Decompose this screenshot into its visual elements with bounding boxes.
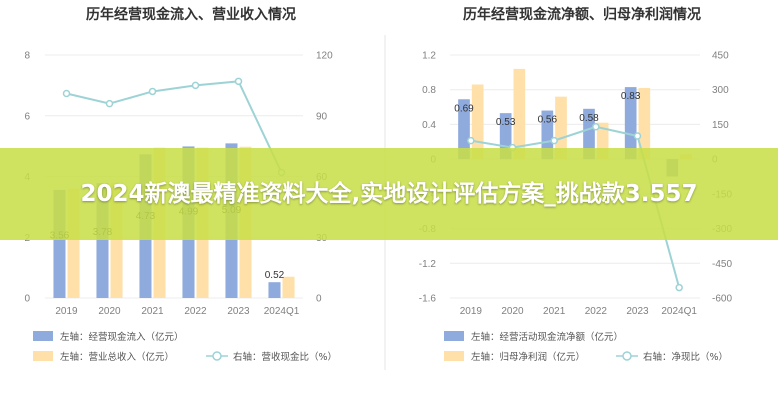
bar-data-label: 0.58 [579,113,599,124]
legend-swatch [33,331,53,341]
x-axis-tick-label: 2022 [585,306,608,317]
right-axis-tick-label: 300 [712,85,729,96]
legend-swatch-marker [622,351,632,361]
line-point [234,77,243,86]
bar [596,122,609,160]
chart-title-right: 历年经营现金流净额、归母净利润情况 [463,6,701,23]
right-axis-tick-label: 0 [316,294,322,305]
bar-data-label: 0.83 [621,91,641,102]
banner-text: 2024新澳最精准资料大全,实地设计评估方案_挑战款3.557 [80,181,698,207]
left-axis-tick-label: -1.2 [419,259,437,270]
line-point [550,136,558,145]
legend-swatch-marker [212,351,222,361]
line-point [62,89,71,98]
x-axis-tick-label: 2019 [55,306,78,317]
legend-label: 左轴：归母净利润（亿元） [471,351,585,363]
right-axis-tick-label: 120 [316,51,333,62]
chart-title-left: 历年经营现金流入、营业收入情况 [86,6,296,23]
right-axis-tick-label: 90 [316,111,328,122]
line-point [191,81,200,90]
left-axis-tick-label: 0 [24,294,30,305]
line-point [675,283,683,292]
bar [555,96,567,160]
line-point [105,99,114,108]
bar-data-label: 0.52 [265,270,285,281]
left-axis-tick-label: 0.4 [422,120,436,131]
x-axis-tick-label: 2020 [98,306,121,317]
left-axis-tick-label: 6 [24,111,30,122]
x-axis-tick-label: 2023 [626,306,649,317]
line-point [148,87,157,96]
legend-label: 左轴：经营活动现金流净额（亿元） [471,331,623,343]
right-axis-tick-label: 150 [712,120,729,131]
line-point [633,132,642,140]
left-axis-tick-label: 1.2 [422,51,436,62]
bar-data-label: 0.56 [538,115,558,126]
legend-swatch [33,351,53,361]
x-axis-tick-label: 2024Q1 [661,306,697,317]
bar [499,113,512,160]
right-axis-tick-label: -450 [712,259,732,270]
series-line [66,80,283,173]
x-axis-tick-label: 2019 [460,306,483,317]
bar [583,108,595,160]
bar [638,87,651,160]
bar [458,99,470,160]
overlay-banner: 2024新澳最精准资料大全,实地设计评估方案_挑战款3.557 [0,148,778,240]
x-axis-tick-label: 2021 [543,306,566,317]
x-axis-tick-label: 2023 [227,306,250,317]
legend-label: 右轴：净现比（%） [643,351,728,363]
bar-data-label: 0.69 [454,103,474,114]
bar [541,110,554,160]
line-point [592,122,600,131]
bar [471,84,484,160]
right-axis-tick-label: -600 [712,294,732,305]
bar [624,87,637,160]
left-axis-tick-label: -1.6 [419,294,437,305]
legend-swatch [444,331,464,341]
bar [513,68,526,160]
legend-label: 左轴：营业总收入（亿元） [60,351,174,363]
bar [282,276,295,298]
x-axis-tick-label: 2020 [501,306,524,317]
x-axis-tick-label: 2024Q1 [264,306,300,317]
left-axis-tick-label: 8 [24,51,30,62]
bar-data-label: 0.53 [496,117,516,128]
legend-label: 右轴：营收现金比（%） [233,351,337,363]
right-axis-tick-label: 450 [712,51,729,62]
x-axis-tick-label: 2021 [141,306,164,317]
x-axis-tick-label: 2022 [184,306,207,317]
line-point [467,136,475,145]
left-axis-tick-label: 0.8 [422,85,436,96]
legend-swatch [444,351,464,361]
bar [268,282,281,298]
legend-label: 左轴：经营现金流入（亿元） [60,331,184,343]
